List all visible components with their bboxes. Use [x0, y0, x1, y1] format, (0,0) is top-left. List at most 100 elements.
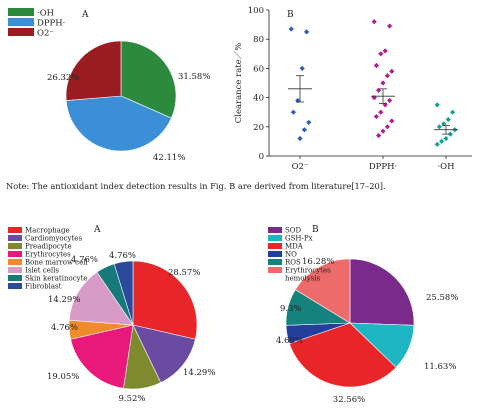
legend2-swatch-5 [8, 267, 22, 273]
scatter-point-0-2 [299, 65, 305, 71]
scatter-point-1-4 [373, 62, 379, 69]
pie-chart-radicals: 31.58% 42.11% 26.32% [47, 40, 210, 163]
scatter-point-0-6 [301, 127, 307, 133]
legend1-swatch-2 [8, 28, 34, 36]
scatter-point-1-7 [380, 80, 386, 86]
scatter-ytick-label-2: 40 [253, 94, 264, 104]
legend3-label-4: ROS [285, 259, 301, 267]
pie2-slice-label-3: 19.05% [47, 372, 79, 382]
pie2-slice-1 [132, 324, 196, 384]
pie2-slice-7 [113, 260, 134, 326]
scatter-point-1-3 [378, 51, 384, 57]
legend3-label-0: SOD [285, 227, 302, 235]
legend2-label-2: Preadipocyte [25, 243, 72, 251]
panel-label-b-top: B [287, 10, 294, 20]
legend2-label-5: Islet cells [25, 267, 59, 275]
pie2-slice-3 [70, 324, 134, 389]
pie3-slice-2 [289, 322, 397, 388]
legend3-swatch-1 [268, 235, 282, 241]
scatter-point-1-10 [387, 97, 393, 104]
scatter-point-0-5 [306, 119, 312, 126]
scatter-xtick-label-1: DPPH· [369, 162, 397, 172]
scatter-point-1-17 [376, 132, 382, 139]
legend2-label-7: Fibroblast [25, 283, 62, 291]
legend3-swatch-4 [268, 259, 282, 265]
legend2-label-6: Skin keratinocyte [25, 275, 88, 283]
scatter-point-2-7 [443, 135, 449, 142]
scatter-point-1-13 [373, 113, 379, 120]
scatter-point-2-8 [439, 138, 445, 144]
scatter-xtick-label-2: ·OH [437, 162, 454, 172]
pie-chart-cells: 28.57% 14.29% 9.52% 19.05% 4.76% 14.29% 4.76% 4… [47, 251, 215, 404]
scatter-point-1-1 [387, 23, 393, 29]
pie3-slice-label-1: 11.63% [424, 362, 456, 372]
scatter-point-2-6 [447, 131, 453, 137]
scatter-point-1-6 [384, 73, 390, 79]
legend2-label-3: Erythrocytes [25, 251, 71, 259]
legend3-label-5: Erythrocytes [285, 267, 331, 275]
pie1-slice-0 [120, 40, 177, 119]
pie3-slice-label-0: 25.58% [426, 293, 458, 303]
legend3-label-2: MDA [285, 243, 304, 251]
scatter-point-1-16 [380, 128, 386, 134]
pie2-slice-label-2: 9.52% [118, 394, 145, 404]
legend3-label-3: NO [285, 251, 297, 259]
pie2-slice-label-7: 4.76% [109, 251, 136, 261]
legend2-swatch-4 [8, 259, 22, 265]
pie3-slice-label-2: 32.56% [333, 395, 365, 405]
legend3-swatch-0 [268, 227, 282, 233]
scatter-point-1-5 [389, 68, 395, 74]
scatter-point-2-4 [436, 124, 442, 130]
panel-label-b-bottom: B [312, 225, 319, 235]
pie2-slice-label-6: 4.76% [71, 255, 98, 265]
legend1-label-0: ·OH [37, 9, 54, 19]
scatter-point-1-14 [389, 118, 395, 124]
scatter-ytick-label-5: 100 [248, 6, 264, 16]
scatter-point-0-4 [290, 109, 296, 115]
pie2-slice-0 [132, 260, 198, 340]
legend3-swatch-3 [268, 251, 282, 257]
pie2-slice-5 [68, 271, 134, 326]
scatter-point-1-0 [371, 19, 377, 25]
pie3-slice-label-5: 16.28% [302, 257, 334, 267]
scatter-point-1-12 [378, 109, 384, 115]
legend1-swatch-0 [8, 8, 34, 16]
legend2-label-1: Cardiomyocytes [25, 235, 82, 243]
legend-cells: MacrophageCardiomyocytesPreadipocyteEryt… [8, 227, 88, 291]
pie1-slice-label-2: 26.32% [47, 73, 79, 83]
figure-note: Note: The antioxidant index detection re… [6, 181, 386, 191]
panel-label-a-top: A [81, 10, 89, 20]
pie-chart-indexes: 25.58% 11.63% 32.56% 4.65% 9.3% 16.28% [276, 257, 458, 405]
legend2-label-0: Macrophage [25, 227, 70, 235]
pie3-slice-0 [349, 258, 415, 326]
pie1-slice-label-0: 31.58% [178, 72, 210, 82]
pie2-slice-label-5: 14.29% [48, 295, 80, 305]
legend1-label-2: O2⁻ [37, 29, 54, 39]
scatter-point-1-8 [376, 87, 382, 93]
scatter-ylabel: Clearance rate／% [234, 43, 244, 124]
scatter-point-0-0 [288, 26, 294, 32]
legend1-label-1: DPPH· [37, 19, 65, 29]
legend2-label-4: Bone marrow cell [25, 259, 88, 267]
legend1-swatch-1 [8, 18, 34, 26]
scatter-point-0-1 [304, 29, 310, 35]
scatter-point-0-7 [297, 135, 303, 142]
scatter-ytick-label-3: 60 [253, 64, 264, 74]
scatter-point-2-9 [434, 141, 440, 147]
scatter-point-2-0 [434, 102, 440, 108]
legend2-swatch-3 [8, 251, 22, 257]
legend2-swatch-2 [8, 243, 22, 249]
legend2-swatch-0 [8, 227, 22, 233]
legend3-label-1: GSH-Px [285, 235, 313, 243]
pie3-slice-5 [294, 258, 351, 324]
scatter-xtick-label-0: O2⁻ [292, 162, 309, 172]
scatter-ytick-label-4: 80 [253, 35, 264, 45]
pie2-slice-label-1: 14.29% [183, 368, 215, 378]
scatter-ytick-label-1: 20 [253, 123, 264, 133]
pie2-slice-label-0: 28.57% [168, 268, 200, 278]
pie1-slice-2 [65, 40, 122, 101]
pie1-slice-label-1: 42.11% [153, 153, 185, 163]
